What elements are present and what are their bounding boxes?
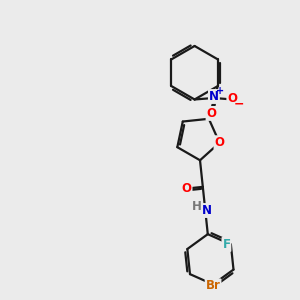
Text: N: N	[209, 90, 219, 103]
Text: Br: Br	[206, 279, 220, 292]
Text: O: O	[227, 92, 237, 105]
Text: H: H	[192, 200, 202, 213]
Text: O: O	[206, 107, 217, 120]
Text: F: F	[222, 238, 230, 251]
Text: −: −	[234, 98, 244, 110]
Text: O: O	[214, 136, 224, 149]
Text: N: N	[202, 204, 212, 217]
Text: O: O	[182, 182, 192, 195]
Text: +: +	[216, 86, 224, 96]
